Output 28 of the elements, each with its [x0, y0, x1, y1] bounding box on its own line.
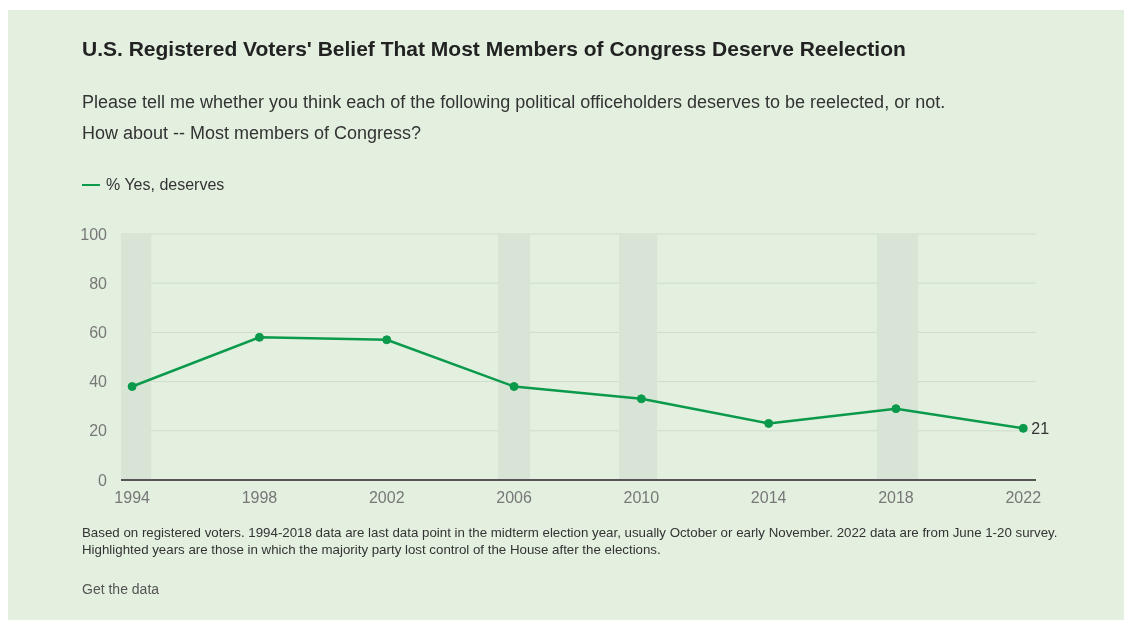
- x-tick-label: 1998: [241, 489, 278, 507]
- point: [254, 332, 264, 342]
- y-tick-label: 40: [89, 373, 108, 391]
- y-tick-label: 100: [80, 225, 108, 243]
- point: [382, 335, 392, 345]
- legend-label: % Yes, deserves: [105, 176, 225, 194]
- point: [891, 404, 901, 414]
- chart-subtitle: Please tell me whether you think each of the following political officeholders deserves to be reelected, or not. How about -- Most members of Congress?: [82, 91, 947, 145]
- point: [509, 382, 519, 392]
- point: [636, 394, 646, 404]
- point: [127, 382, 137, 392]
- y-tick-label: 0: [98, 471, 108, 489]
- data-label: 21: [1031, 420, 1050, 438]
- x-tick-label: 2022: [1005, 489, 1042, 507]
- x-tick-label: 2006: [496, 489, 532, 507]
- text: Get the data: [82, 581, 160, 597]
- x-tick-label: 2002: [368, 489, 405, 507]
- y-tick-label: 60: [89, 324, 108, 342]
- point: [764, 418, 774, 428]
- x-tick-label: 1994: [114, 489, 151, 507]
- chart-title: U.S. Registered Voters' Belief That Most Members of Congress Deserve Reelection: [82, 37, 906, 61]
- x-tick-label: 2014: [750, 489, 787, 507]
- y-tick-label: 20: [89, 422, 108, 440]
- text: Based on registered voters. 1994-2018 data are last data point in the midterm election year, usually October or early November. 2022 data are from June 1-20 survey. Highlighted years are those in which the majority party lost control of the House after the elections.: [82, 524, 1059, 558]
- point: [1018, 423, 1028, 433]
- y-tick-label: 80: [89, 274, 108, 292]
- x-tick-label: 2018: [878, 489, 914, 507]
- x-tick-label: 2010: [623, 489, 660, 507]
